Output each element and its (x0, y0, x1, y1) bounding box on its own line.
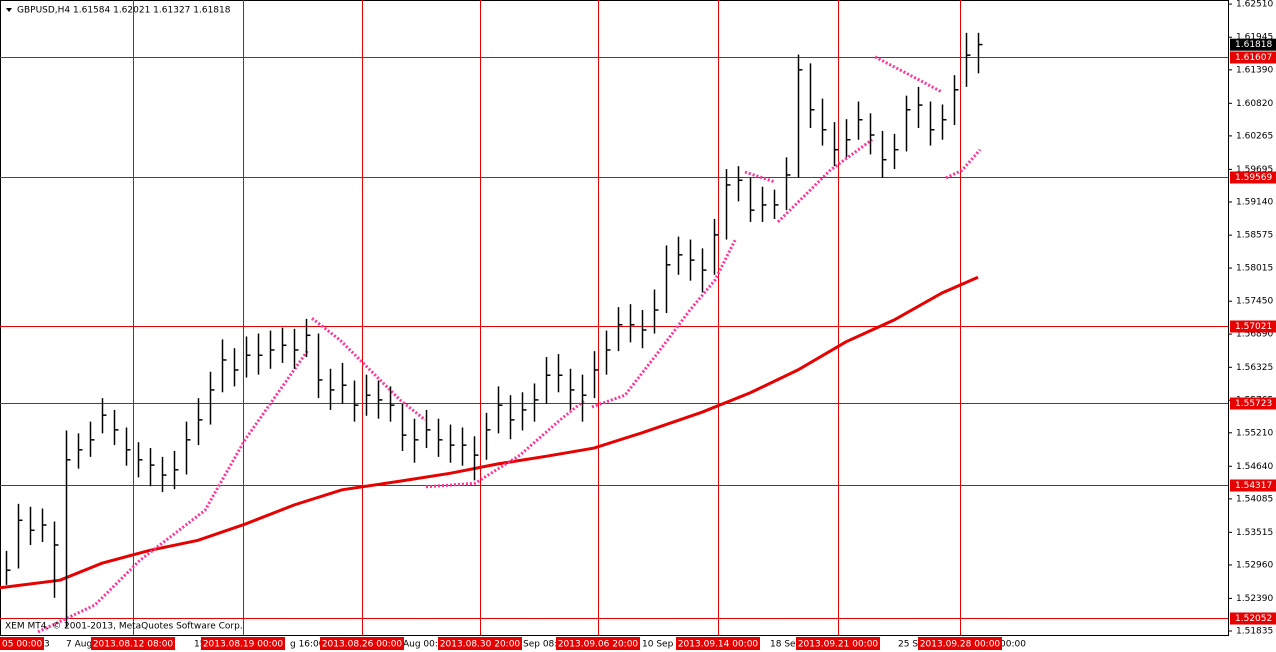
time-marker-bg (918, 637, 1002, 650)
copyright: XEM MT4, © 2001-2013, MetaQuotes Softwar… (5, 622, 243, 632)
y-tick-label: 1.55210 (1236, 428, 1273, 438)
level-label-bg (1230, 612, 1276, 625)
time-marker-label: 2013.09.14 00:00 (678, 640, 759, 650)
y-tick-label: 1.60820 (1236, 99, 1273, 109)
time-marker-label: 2013.08.30 20:00 (440, 640, 521, 650)
time-marker-label: 2013.08.26 00:00 (322, 640, 403, 650)
time-label: 25 Se (898, 640, 924, 650)
time-label: 7 Aug (66, 640, 92, 650)
time-marker-bg (91, 637, 175, 650)
time-marker-label: 2013.09.28 00:00 (920, 640, 1001, 650)
time-label: 18 Sep (770, 640, 802, 650)
level-label: 1.61607 (1235, 53, 1272, 63)
level-label: 1.57021 (1235, 322, 1272, 332)
y-tick-label: 1.61390 (1236, 65, 1273, 75)
current-price-bg (1230, 38, 1276, 51)
y-tick-label: 1.57450 (1236, 297, 1273, 307)
time-marker-label: 2013.09.06 20:00 (558, 640, 639, 650)
time-marker-bg (556, 637, 640, 650)
y-tick-label: 1.54085 (1236, 494, 1273, 504)
y-tick-label: 1.59695 (1236, 165, 1273, 175)
current-price-label: 1.61818 (1235, 40, 1272, 50)
y-tick-label: 1.56325 (1236, 363, 1273, 373)
level-label-bg (1230, 320, 1276, 333)
y-tick-label: 1.61945 (1236, 33, 1273, 43)
chart-title: GBPUSD,H4 1.61584 1.62021 1.61327 1.6181… (17, 6, 231, 16)
time-label: 15 (194, 640, 205, 650)
time-marker-label: 2013.08.19 00:00 (203, 640, 284, 650)
level-label: 1.59569 (1235, 173, 1272, 183)
y-tick-label: 1.59140 (1236, 197, 1273, 207)
time-marker-bg (676, 637, 760, 650)
time-label: Sep 08:00 (523, 640, 569, 650)
y-tick-label: 1.52390 (1236, 594, 1273, 604)
time-marker-label: 2013.09.21 00:00 (798, 640, 879, 650)
time-marker-label: 05 00:00 (2, 640, 43, 650)
level-label-bg (1230, 171, 1276, 184)
y-tick-label: 1.56890 (1236, 330, 1273, 340)
time-label: 10 Sep 1 (642, 640, 682, 650)
level-label-bg (1230, 397, 1276, 410)
time-label: 3 (44, 640, 50, 650)
time-marker-label: 2013.08.12 08:00 (93, 640, 174, 650)
level-label: 1.54317 (1235, 481, 1272, 491)
time-label: Aug 00:00 (403, 640, 450, 650)
level-label-bg (1230, 479, 1276, 492)
menu-arrow (6, 8, 12, 12)
y-tick-label: 1.62510 (1236, 0, 1273, 10)
time-label: g 16:00 (290, 640, 325, 650)
y-tick-label: 1.60265 (1236, 131, 1273, 141)
y-tick-label: 1.58575 (1236, 231, 1273, 241)
time-marker-bg (438, 637, 522, 650)
level-label-bg (1230, 51, 1276, 64)
level-label: 1.52052 (1235, 614, 1272, 624)
time-label: 00:00 (1000, 640, 1026, 650)
time-marker-bg (201, 637, 285, 650)
time-marker-bg (320, 637, 404, 650)
time-marker-bg (796, 637, 880, 650)
y-tick-label: 1.58015 (1236, 264, 1273, 274)
parabolic-sar (37, 55, 982, 634)
y-tick-label: 1.54640 (1236, 462, 1273, 472)
time-marker-bg (0, 637, 44, 650)
plot-frame (0, 0, 1229, 636)
level-label: 1.55723 (1235, 399, 1272, 409)
moving-average (0, 275, 979, 590)
y-tick-label: 1.52960 (1236, 560, 1273, 570)
y-tick-label: 1.53515 (1236, 528, 1273, 538)
y-tick-label: 1.51835 (1236, 627, 1273, 637)
